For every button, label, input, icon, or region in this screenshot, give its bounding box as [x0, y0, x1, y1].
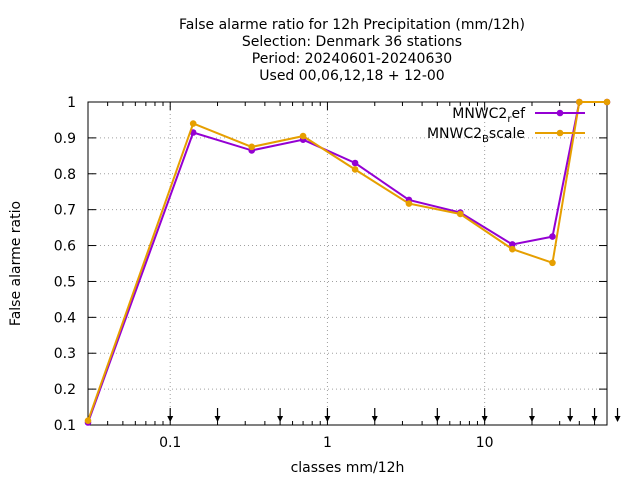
y-axis: 0.1 0.2 0.3 0.4 0.5 0.6 0.7 0.8 0.9 1 [54, 95, 607, 434]
y-axis-label: False alarme ratio [8, 201, 24, 326]
x-axis-label: classes mm/12h [291, 460, 405, 476]
data-point [509, 245, 516, 253]
x-tick-label-1: 1 [323, 435, 332, 451]
y-tick-label-1: 0.2 [54, 382, 76, 398]
data-point [248, 143, 256, 151]
legend-marker-1 [556, 129, 564, 137]
threshold-arrow-head [528, 416, 535, 422]
data-point [576, 98, 583, 106]
data-point [189, 120, 197, 127]
threshold-arrow-3 [324, 408, 331, 422]
series-0 [84, 98, 611, 426]
threshold-arrow-head [324, 416, 331, 422]
threshold-arrow-6 [481, 408, 488, 422]
threshold-arrow-5 [434, 408, 441, 422]
title-line-1: Selection: Denmark 36 stations [242, 34, 462, 50]
threshold-arrow-head [371, 416, 378, 422]
threshold-arrow-7 [528, 408, 535, 422]
x-axis: 0.1 1 10 [87, 102, 608, 451]
threshold-arrow-4 [371, 408, 378, 422]
data-point [509, 241, 516, 248]
threshold-arrow-0 [167, 408, 174, 422]
legend-marker-0 [556, 109, 564, 117]
y-tick-label-9: 1 [67, 95, 76, 111]
title-line-0: False alarme ratio for 12h Precipitation… [179, 17, 525, 33]
y-tick-label-3: 0.4 [54, 310, 76, 326]
threshold-arrow-head [481, 416, 488, 422]
data-point [549, 259, 556, 267]
threshold-arrow-head [277, 416, 284, 422]
threshold-arrow-8 [567, 408, 574, 422]
legend-label-0: MNWC2ref [452, 106, 526, 125]
threshold-markers [167, 408, 621, 422]
data-point [405, 200, 413, 207]
title-line-2: Period: 20240601-20240630 [252, 51, 452, 67]
threshold-arrow-head [567, 416, 574, 422]
series-line-1 [87, 101, 607, 422]
data-point [351, 166, 359, 173]
legend-label-1: MNWC2Bscale [427, 126, 525, 145]
x-tick-label-0: 0.1 [159, 435, 181, 451]
data-point [457, 210, 464, 218]
data-point [549, 233, 556, 240]
grid [88, 102, 607, 425]
threshold-arrow-head [434, 416, 441, 422]
plot-frame [87, 101, 608, 426]
data-point [351, 159, 359, 167]
series-line-0 [87, 101, 607, 423]
y-tick-label-5: 0.6 [54, 239, 76, 255]
data-point [84, 417, 92, 424]
title-line-3: Used 00,06,12,18 + 12-00 [259, 68, 444, 84]
y-tick-label-4: 0.5 [54, 274, 76, 290]
threshold-arrow-head [167, 416, 174, 422]
y-tick-label-6: 0.7 [54, 203, 76, 219]
series-lines [84, 98, 611, 426]
data-point [299, 132, 307, 140]
threshold-arrow-1 [214, 408, 221, 422]
y-tick-label-8: 0.9 [54, 131, 76, 147]
threshold-arrow-10 [614, 408, 621, 422]
series-1 [84, 98, 611, 424]
x-tick-label-2: 10 [476, 435, 494, 451]
threshold-arrow-head [591, 416, 598, 422]
y-tick-label-2: 0.3 [54, 346, 76, 362]
threshold-arrow-head [214, 416, 221, 422]
chart-title: False alarme ratio for 12h Precipitation… [179, 17, 525, 84]
threshold-arrow-head [614, 416, 621, 422]
data-point [603, 98, 611, 106]
y-tick-label-0: 0.1 [54, 418, 76, 434]
threshold-arrow-9 [591, 408, 598, 422]
threshold-arrow-2 [277, 408, 284, 422]
y-tick-label-7: 0.8 [54, 167, 76, 183]
